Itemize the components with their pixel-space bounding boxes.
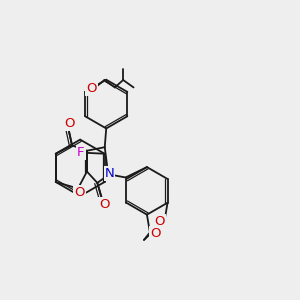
Text: O: O xyxy=(86,82,97,95)
Text: F: F xyxy=(77,146,85,159)
Text: O: O xyxy=(74,186,85,199)
Text: N: N xyxy=(105,167,114,180)
Text: O: O xyxy=(150,226,160,240)
Text: O: O xyxy=(154,215,164,228)
Text: O: O xyxy=(64,117,75,130)
Text: O: O xyxy=(99,198,110,211)
